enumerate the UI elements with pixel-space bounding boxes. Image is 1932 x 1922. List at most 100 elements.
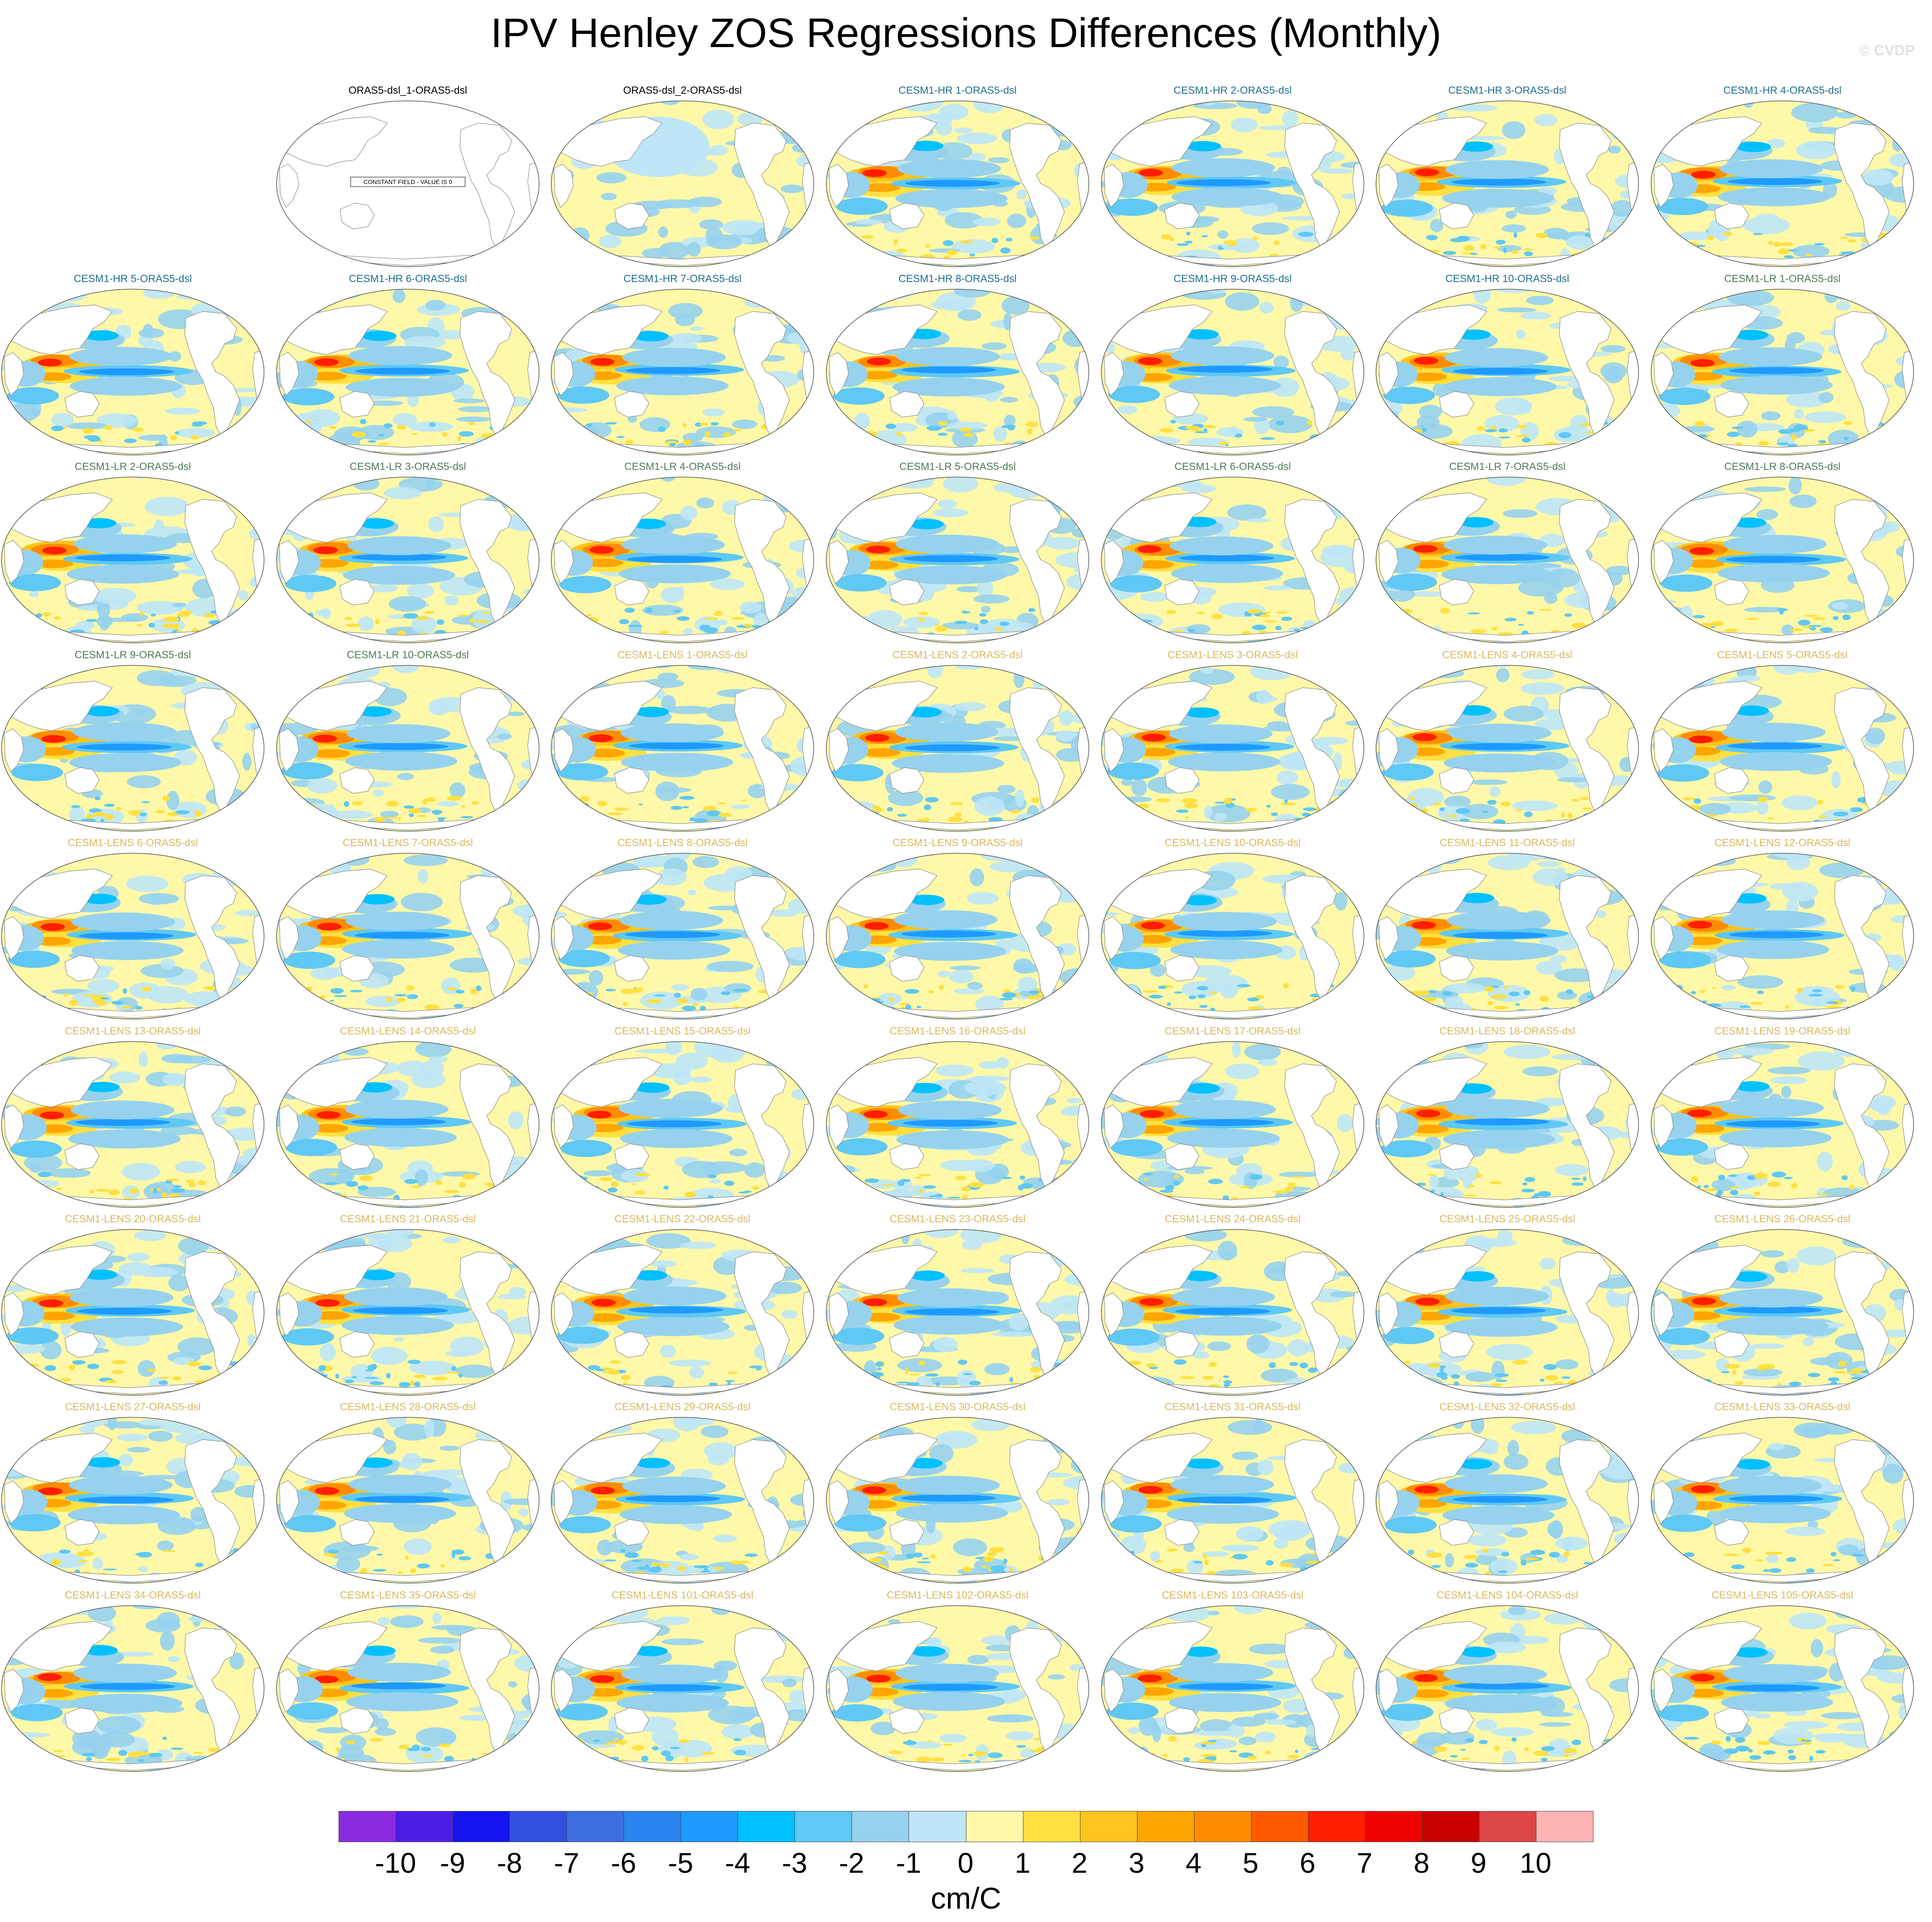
map-panel-title: CESM1-LENS 7-ORAS5-dsl — [342, 837, 473, 849]
map-panel: CESM1-HR 7-ORAS5-dsl — [550, 273, 815, 457]
map-panel: CESM1-LENS 13-ORAS5-dsl — [0, 1025, 266, 1209]
map-panel: CESM1-LR 4-ORAS5-dsl — [550, 461, 815, 644]
world-map — [1100, 1040, 1365, 1209]
map-panel: CESM1-LR 5-ORAS5-dsl — [825, 461, 1090, 644]
map-panel-title: CESM1-LR 3-ORAS5-dsl — [349, 461, 466, 473]
world-map — [1650, 1604, 1915, 1773]
map-panel: CESM1-HR 4-ORAS5-dsl — [1650, 85, 1915, 268]
world-map — [825, 288, 1090, 457]
map-panel: CESM1-LR 10-ORAS5-dsl — [275, 649, 541, 833]
world-map — [1100, 1604, 1365, 1773]
map-panel-title: CESM1-LENS 103-ORAS5-dsl — [1162, 1589, 1304, 1601]
colorbar-tick-label: -8 — [497, 1847, 523, 1879]
map-panel-title: CESM1-LENS 16-ORAS5-dsl — [890, 1025, 1026, 1037]
colorbar-tick-label: -9 — [440, 1847, 466, 1879]
colorbar-tick-label: -5 — [668, 1847, 694, 1879]
world-map — [1650, 1228, 1915, 1397]
map-panel: CESM1-LR 2-ORAS5-dsl — [0, 461, 266, 644]
world-map — [1375, 288, 1640, 457]
world-map — [550, 1416, 815, 1585]
world-map — [1375, 99, 1640, 268]
map-panel: CESM1-LENS 3-ORAS5-dsl — [1100, 649, 1365, 833]
map-panel-title: CESM1-LENS 13-ORAS5-dsl — [65, 1025, 201, 1037]
map-panel-title: CESM1-LENS 30-ORAS5-dsl — [890, 1401, 1026, 1413]
world-map — [275, 288, 541, 457]
map-panel: CESM1-LENS 24-ORAS5-dsl — [1100, 1213, 1365, 1397]
world-map — [1375, 476, 1640, 644]
map-panel: CESM1-LR 7-ORAS5-dsl — [1375, 461, 1640, 644]
world-map — [0, 852, 266, 1021]
map-panel: CESM1-LENS 17-ORAS5-dsl — [1100, 1025, 1365, 1209]
world-map — [825, 1416, 1090, 1585]
map-panel-title: CESM1-HR 3-ORAS5-dsl — [1448, 85, 1567, 96]
map-panel-title: CESM1-LR 10-ORAS5-dsl — [347, 649, 469, 661]
map-panel-title: CESM1-LR 1-ORAS5-dsl — [1724, 273, 1841, 285]
map-panel-title: CESM1-LENS 11-ORAS5-dsl — [1440, 837, 1575, 849]
map-panel: CESM1-LENS 19-ORAS5-dsl — [1650, 1025, 1915, 1209]
colorbar-swatch — [1194, 1811, 1251, 1842]
map-panel-title: CESM1-HR 1-ORAS5-dsl — [898, 85, 1017, 96]
map-panel-title: CESM1-LENS 35-ORAS5-dsl — [340, 1589, 476, 1601]
map-panel-title: CESM1-LENS 23-ORAS5-dsl — [890, 1213, 1026, 1225]
colorbar-swatch — [1422, 1811, 1479, 1842]
colorbar-swatch — [1251, 1811, 1308, 1842]
map-panel: CESM1-HR 1-ORAS5-dsl — [825, 85, 1090, 268]
map-panel: CESM1-LENS 18-ORAS5-dsl — [1375, 1025, 1640, 1209]
map-panel-title: CESM1-HR 4-ORAS5-dsl — [1723, 85, 1842, 96]
map-panel: CESM1-LENS 9-ORAS5-dsl — [825, 837, 1090, 1021]
constant-field-note: CONSTANT FIELD - VALUE IS 0 — [364, 178, 453, 185]
world-map — [550, 1604, 815, 1773]
map-panel: CESM1-LENS 11-ORAS5-dsl — [1375, 837, 1640, 1021]
map-panel: CESM1-LENS 6-ORAS5-dsl — [0, 837, 266, 1021]
world-map — [1100, 852, 1365, 1021]
world-map — [550, 852, 815, 1021]
map-panel: CESM1-LR 9-ORAS5-dsl — [0, 649, 266, 833]
world-map — [550, 99, 815, 268]
map-panel: CESM1-LENS 104-ORAS5-dsl — [1375, 1589, 1640, 1773]
world-map — [550, 288, 815, 457]
map-panel-title: CESM1-LR 5-ORAS5-dsl — [899, 461, 1016, 473]
map-panel-title: CESM1-LENS 24-ORAS5-dsl — [1165, 1213, 1301, 1225]
world-map — [0, 1416, 266, 1585]
colorbar-tick-label: 7 — [1356, 1847, 1373, 1879]
map-panel: CESM1-LENS 14-ORAS5-dsl — [275, 1025, 541, 1209]
world-map — [275, 1416, 541, 1585]
colorbar-units: cm/C — [931, 1881, 1001, 1915]
map-panel-title: CESM1-LENS 15-ORAS5-dsl — [614, 1025, 751, 1037]
world-map — [0, 1228, 266, 1397]
map-panel: CESM1-HR 6-ORAS5-dsl — [275, 273, 541, 457]
colorbar-tick-label: 10 — [1520, 1847, 1552, 1879]
map-panel-title: CESM1-LENS 1-ORAS5-dsl — [617, 649, 748, 661]
world-map — [550, 1040, 815, 1209]
colorbar-swatch — [1536, 1811, 1593, 1842]
world-map — [1375, 1416, 1640, 1585]
map-panel: CESM1-LENS 12-ORAS5-dsl — [1650, 837, 1915, 1021]
map-panel: CESM1-LENS 16-ORAS5-dsl — [825, 1025, 1090, 1209]
world-map — [825, 99, 1090, 268]
world-map — [825, 664, 1090, 833]
colorbar-swatch — [567, 1811, 624, 1842]
world-map — [825, 1228, 1090, 1397]
map-panel: CESM1-LENS 31-ORAS5-dsl — [1100, 1401, 1365, 1585]
map-panel: CESM1-LENS 5-ORAS5-dsl — [1650, 649, 1915, 833]
world-map — [550, 1228, 815, 1397]
map-panel-title: CESM1-LENS 20-ORAS5-dsl — [65, 1213, 201, 1225]
map-panel-title: CESM1-LENS 2-ORAS5-dsl — [892, 649, 1023, 661]
map-panel: CESM1-LENS 34-ORAS5-dsl — [0, 1589, 266, 1773]
world-map — [825, 476, 1090, 644]
world-map — [1100, 664, 1365, 833]
world-map — [1375, 1040, 1640, 1209]
map-panel: CESM1-LENS 27-ORAS5-dsl — [0, 1401, 266, 1585]
colorbar-swatch — [1137, 1811, 1194, 1842]
map-panel-title: CESM1-LR 4-ORAS5-dsl — [624, 461, 741, 473]
map-panel: CESM1-LENS 1-ORAS5-dsl — [550, 649, 815, 833]
colorbar-tick-label: -3 — [782, 1847, 808, 1879]
map-panel: CESM1-LENS 15-ORAS5-dsl — [550, 1025, 815, 1209]
world-map — [0, 664, 266, 833]
map-panel-title: CESM1-LR 2-ORAS5-dsl — [74, 461, 191, 473]
map-panel-title: CESM1-LENS 32-ORAS5-dsl — [1439, 1401, 1575, 1413]
map-panel: CESM1-LR 3-ORAS5-dsl — [275, 461, 541, 644]
map-panel: CESM1-LENS 28-ORAS5-dsl — [275, 1401, 541, 1585]
colorbar-tick-label: -2 — [839, 1847, 865, 1879]
world-map — [550, 476, 815, 644]
